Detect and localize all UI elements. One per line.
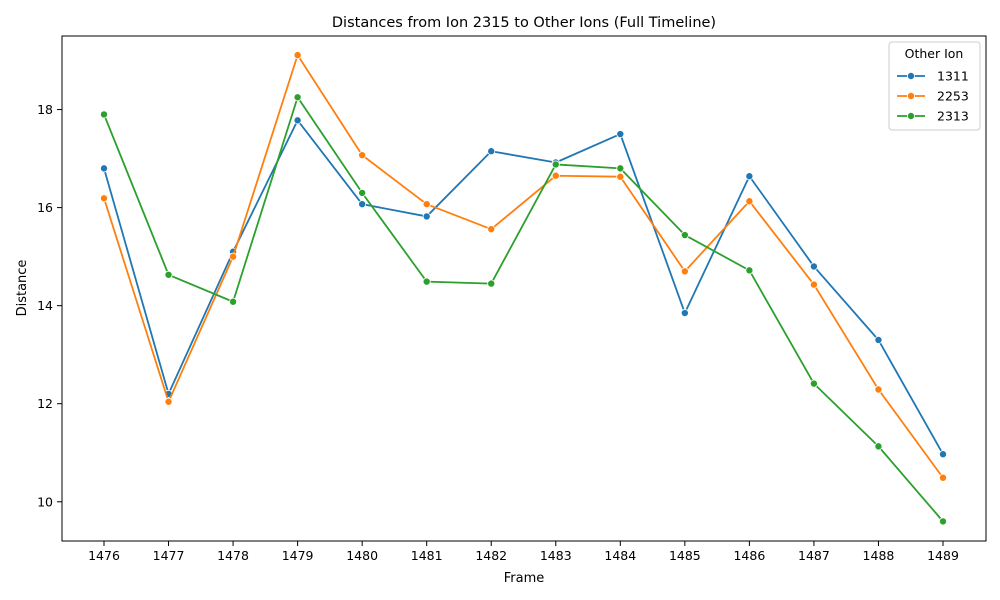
x-tick-label: 1478 <box>217 548 249 563</box>
y-tick-label: 18 <box>37 102 53 117</box>
legend-label: 2313 <box>937 109 969 124</box>
data-point <box>100 164 109 173</box>
legend-label: 1311 <box>937 69 969 84</box>
legend-entries: 1311 2253 2313 <box>897 69 969 124</box>
legend: Other Ion 1311 2253 2313 <box>888 41 981 131</box>
legend-box <box>888 41 981 131</box>
data-point <box>680 309 689 318</box>
data-point <box>358 151 367 160</box>
data-point <box>293 116 302 125</box>
y-axis-label: Distance <box>15 260 30 317</box>
data-point <box>293 93 302 102</box>
legend-label: 2253 <box>937 89 969 104</box>
data-point <box>809 262 818 271</box>
data-point <box>551 171 560 180</box>
x-tick-label: 1486 <box>733 548 765 563</box>
series-line <box>103 54 944 479</box>
x-tick-label: 1488 <box>863 548 895 563</box>
legend-entry: 2253 <box>897 89 969 104</box>
x-axis-label: Frame <box>504 571 545 586</box>
data-point <box>229 252 238 261</box>
data-point <box>422 212 431 221</box>
x-tick-label: 1479 <box>282 548 314 563</box>
data-point <box>745 266 754 275</box>
legend-marker <box>907 92 916 101</box>
x-tick-label: 1477 <box>153 548 185 563</box>
data-point <box>616 164 625 173</box>
x-tick-label: 1482 <box>475 548 507 563</box>
data-point <box>874 335 883 344</box>
chart-title: Distances from Ion 2315 to Other Ions (F… <box>332 15 716 31</box>
y-axis: 10 12 14 16 18 <box>37 102 62 509</box>
x-axis: 1476 1477 1478 1479 1480 1481 1482 1483 1484 1485… <box>88 541 959 563</box>
plot-area: 1476 1477 1478 1479 1480 1481 1482 1483 1484 1485… <box>37 35 987 563</box>
x-tick-label: 1476 <box>88 548 120 563</box>
series-layer <box>100 51 948 526</box>
legend-marker <box>907 112 916 121</box>
data-point <box>939 473 948 482</box>
legend-title: Other Ion <box>905 46 964 61</box>
y-tick-label: 12 <box>37 396 53 411</box>
x-tick-label: 1480 <box>346 548 378 563</box>
data-point <box>745 197 754 206</box>
data-point <box>164 270 173 279</box>
data-point <box>551 160 560 169</box>
data-point <box>487 147 496 156</box>
data-point <box>100 194 109 203</box>
data-point <box>422 277 431 286</box>
data-point <box>874 442 883 451</box>
data-point <box>100 110 109 119</box>
data-point <box>293 51 302 60</box>
data-point <box>939 450 948 459</box>
data-point <box>745 172 754 181</box>
series-2313 <box>100 93 948 526</box>
series-line <box>103 96 944 522</box>
data-point <box>680 267 689 276</box>
y-tick-label: 10 <box>37 494 53 509</box>
data-point <box>487 279 496 288</box>
y-tick-label: 16 <box>37 200 53 215</box>
plot-frame <box>61 35 987 542</box>
data-point <box>809 379 818 388</box>
legend-entry: 2313 <box>897 109 969 124</box>
data-point <box>939 517 948 526</box>
legend-marker <box>907 72 916 81</box>
x-tick-label: 1485 <box>669 548 701 563</box>
series-line <box>103 119 944 455</box>
data-point <box>229 297 238 306</box>
data-point <box>616 172 625 181</box>
x-tick-label: 1487 <box>798 548 830 563</box>
data-point <box>358 200 367 209</box>
x-tick-label: 1489 <box>927 548 959 563</box>
data-point <box>164 397 173 406</box>
x-tick-label: 1483 <box>540 548 572 563</box>
data-point <box>874 385 883 394</box>
series-1311 <box>100 116 948 459</box>
data-point <box>422 200 431 209</box>
x-tick-label: 1481 <box>411 548 443 563</box>
y-tick-label: 14 <box>37 298 53 313</box>
data-point <box>358 188 367 197</box>
data-point <box>487 225 496 234</box>
data-point <box>616 130 625 139</box>
legend-entry: 1311 <box>897 69 969 84</box>
series-2253 <box>100 51 948 482</box>
data-point <box>680 231 689 240</box>
x-tick-label: 1484 <box>604 548 636 563</box>
data-point <box>809 280 818 289</box>
